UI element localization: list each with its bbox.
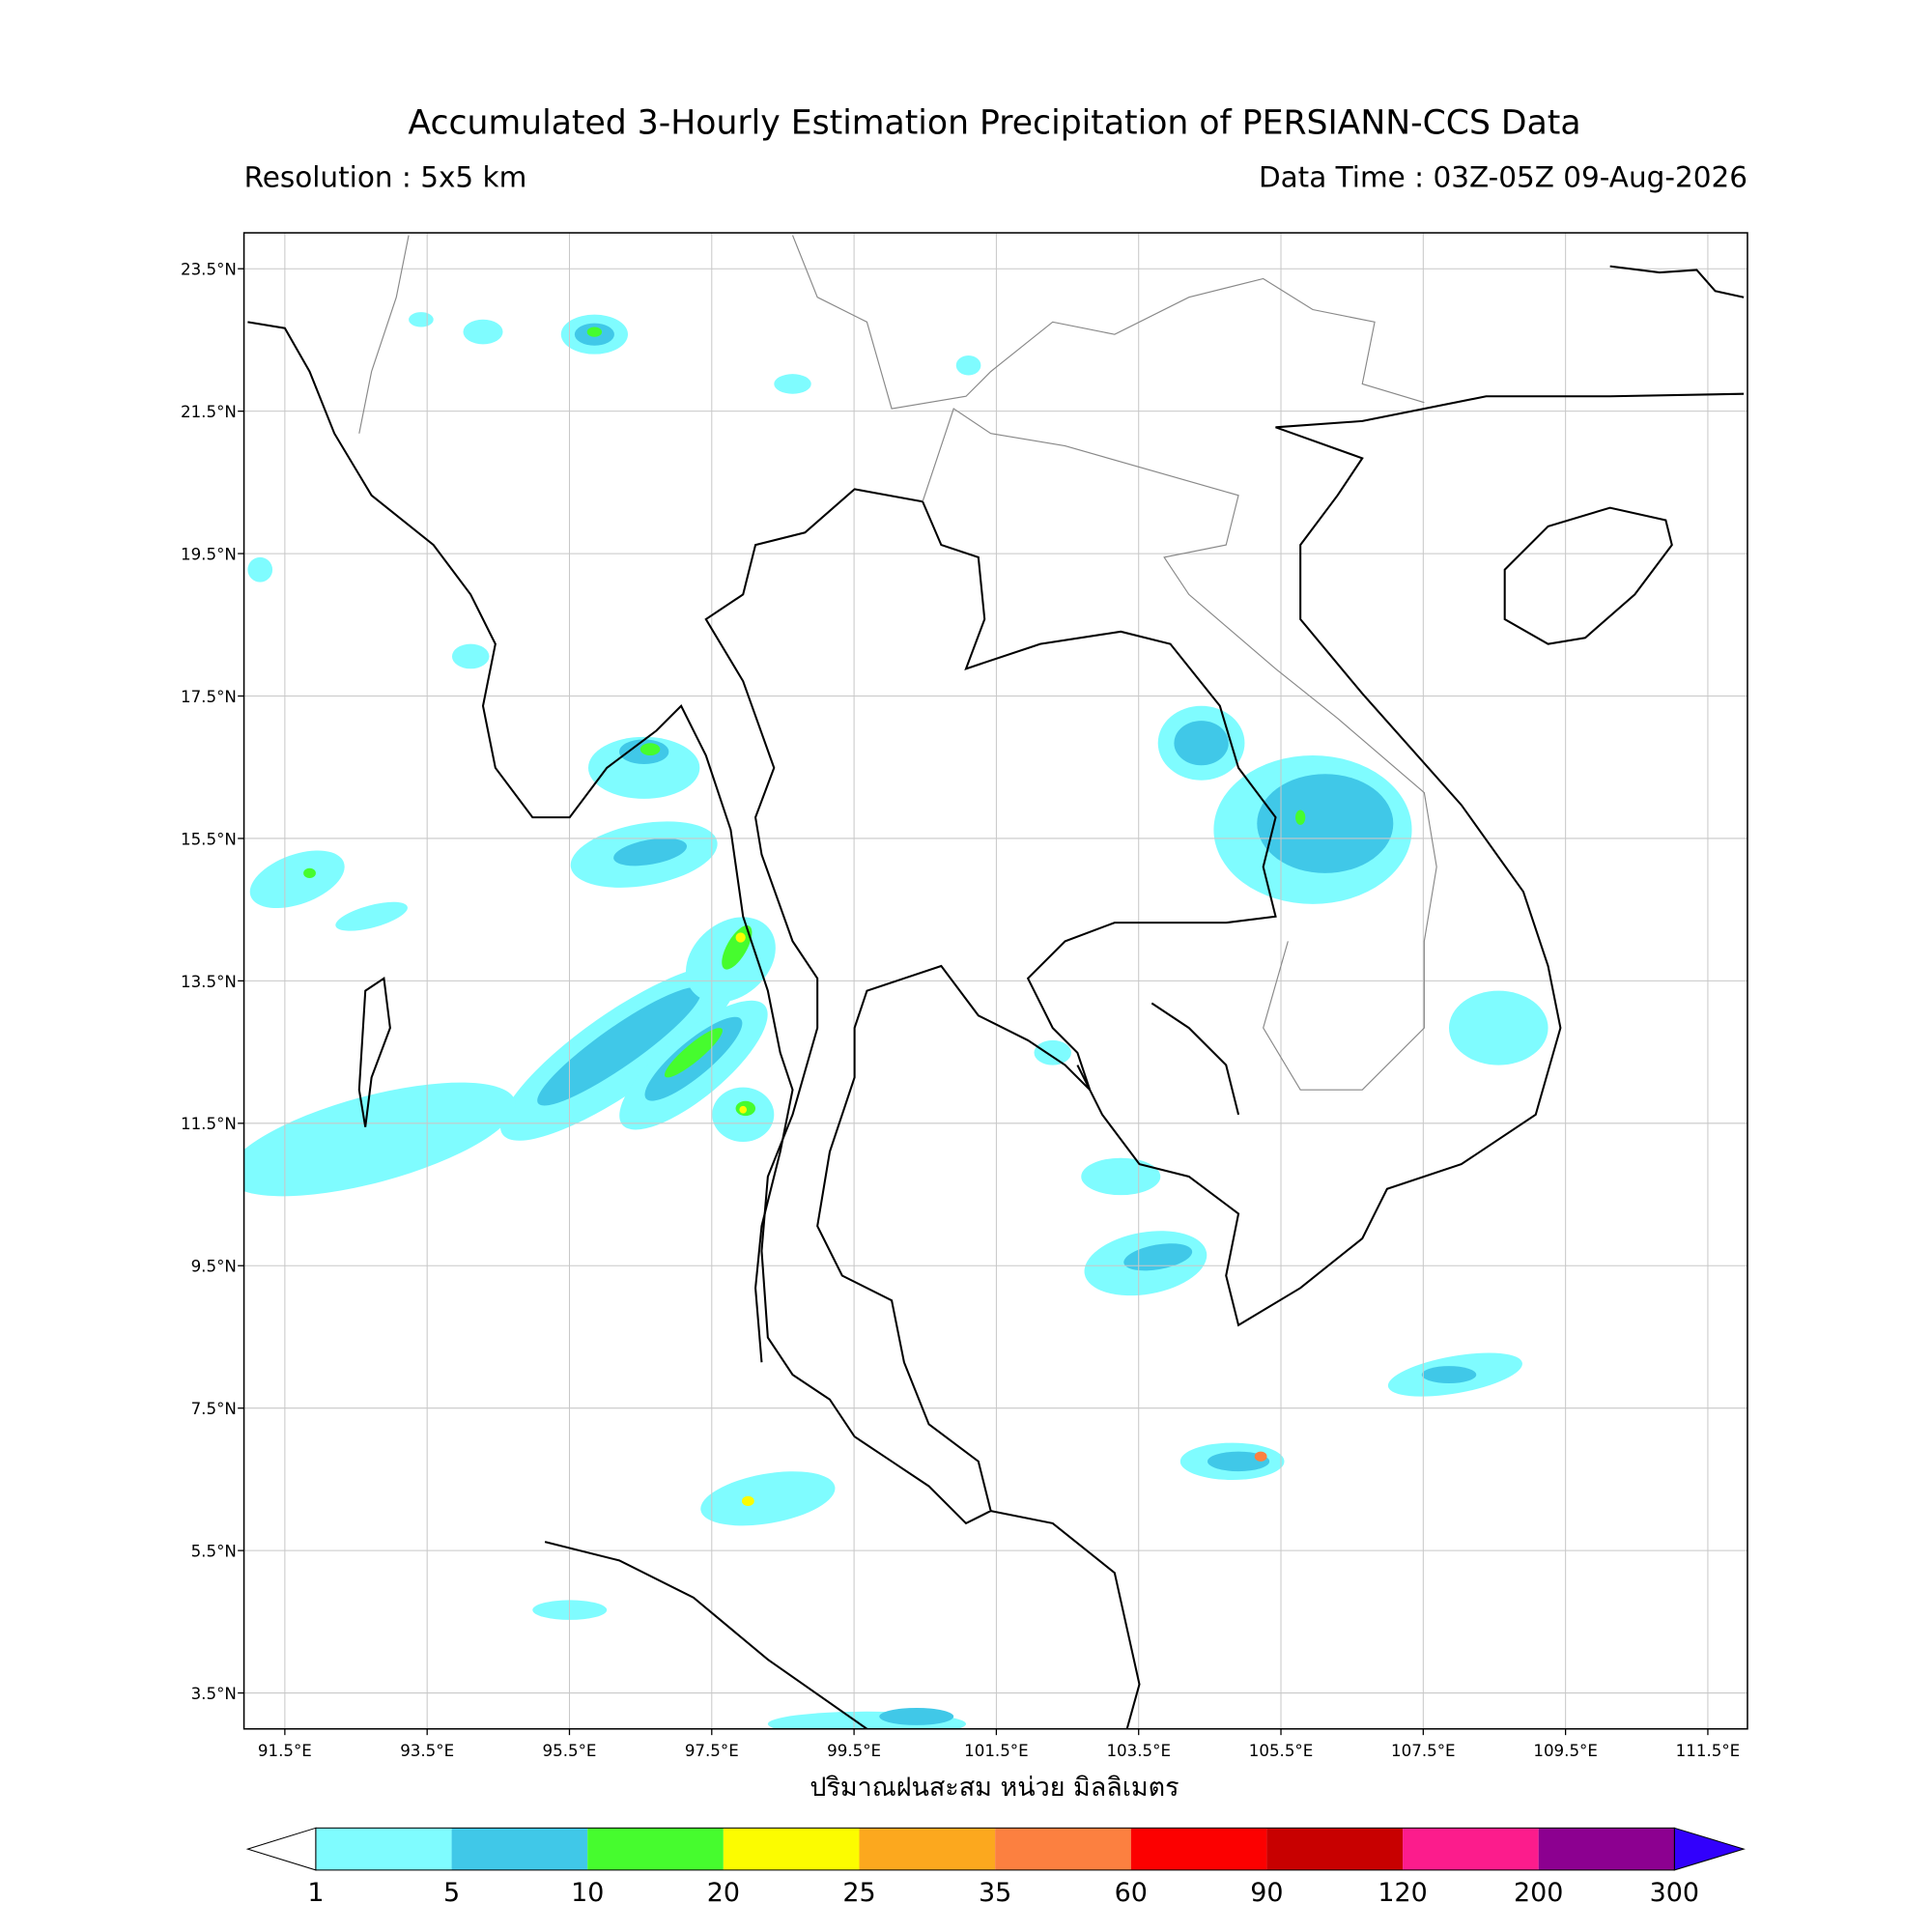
colorbar-segment — [1266, 1828, 1404, 1870]
lat-label: 7.5°N — [191, 1400, 237, 1418]
lon-label: 109.5°E — [1533, 1742, 1598, 1760]
data-time: Data Time : 03Z-05Z 09-Aug-2026 — [1259, 161, 1747, 194]
colorbar-segment — [723, 1828, 860, 1870]
colorbar-segment — [995, 1828, 1131, 1870]
lon-label: 99.5°E — [827, 1742, 881, 1760]
lat-label: 13.5°N — [181, 973, 237, 991]
colorbar-segment — [1403, 1828, 1539, 1870]
colorbar-label: 5 — [443, 1878, 460, 1908]
lon-label: 103.5°E — [1106, 1742, 1171, 1760]
precipitation — [243, 312, 1548, 1729]
colorbar-label: 35 — [979, 1878, 1011, 1908]
lon-label: 111.5°E — [1676, 1742, 1741, 1760]
lat-label: 5.5°N — [191, 1543, 237, 1561]
resolution: Resolution : 5x5 km — [244, 161, 527, 194]
lon-label: 105.5°E — [1249, 1742, 1314, 1760]
lon-label: 93.5°E — [400, 1742, 454, 1760]
colorbar-frame — [315, 1827, 1675, 1871]
colorbar-segment — [1538, 1828, 1675, 1870]
colorbar-label: 25 — [842, 1878, 875, 1908]
colorbar-label: 60 — [1115, 1878, 1148, 1908]
lon-label: 107.5°E — [1391, 1742, 1456, 1760]
colorbar-over — [1673, 1827, 1746, 1871]
coastlines — [247, 265, 1745, 1729]
lat-label: 21.5°N — [181, 403, 237, 421]
colorbar-label: 120 — [1378, 1878, 1427, 1908]
lat-label: 9.5°N — [191, 1258, 237, 1276]
colorbar-label: 1 — [307, 1878, 324, 1908]
lon-label: 101.5°E — [964, 1742, 1029, 1760]
colorbar-label: 10 — [571, 1878, 604, 1908]
lat-label: 17.5°N — [181, 688, 237, 706]
lat-label: 23.5°N — [181, 261, 237, 279]
colorbar-segment — [1130, 1828, 1267, 1870]
colorbar-segment — [587, 1828, 724, 1870]
colorbar-segment — [451, 1828, 588, 1870]
x-axis-label: ปริมาณฝนสะสม หน่วย มิลลิเมตร — [810, 1773, 1179, 1803]
lat-label: 3.5°N — [191, 1685, 237, 1703]
colorbar-segment — [315, 1828, 452, 1870]
lat-label: 11.5°N — [181, 1115, 237, 1133]
colorbar-label: 300 — [1650, 1878, 1699, 1908]
lon-label: 95.5°E — [543, 1742, 597, 1760]
colorbar-label: 90 — [1250, 1878, 1283, 1908]
colorbar-under — [245, 1827, 317, 1871]
lon-label: 97.5°E — [685, 1742, 739, 1760]
map-area — [243, 233, 1747, 1729]
lon-label: 91.5°E — [258, 1742, 312, 1760]
colorbar-label: 20 — [707, 1878, 740, 1908]
lat-label: 15.5°N — [181, 830, 237, 848]
colorbar-label: 200 — [1514, 1878, 1563, 1908]
colorbar-segment — [859, 1828, 996, 1870]
borders — [358, 235, 1437, 1091]
map-title: Accumulated 3-Hourly Estimation Precipit… — [408, 103, 1580, 142]
lat-label: 19.5°N — [181, 545, 237, 563]
